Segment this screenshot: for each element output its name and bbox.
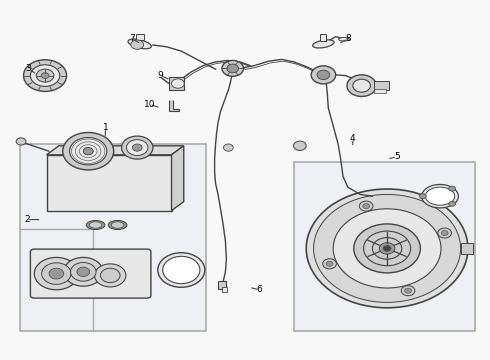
- Ellipse shape: [421, 184, 459, 208]
- Circle shape: [163, 256, 200, 284]
- Circle shape: [30, 65, 60, 86]
- Ellipse shape: [108, 220, 127, 230]
- Text: 1: 1: [102, 123, 108, 132]
- Text: 10: 10: [144, 100, 155, 109]
- Circle shape: [306, 189, 468, 308]
- Circle shape: [354, 224, 420, 273]
- Ellipse shape: [86, 220, 105, 230]
- Circle shape: [36, 69, 54, 82]
- Text: 2: 2: [24, 215, 30, 224]
- Circle shape: [449, 186, 456, 191]
- Circle shape: [401, 285, 415, 296]
- Circle shape: [405, 288, 412, 293]
- Ellipse shape: [425, 187, 455, 205]
- Circle shape: [63, 132, 114, 170]
- Circle shape: [419, 194, 426, 199]
- Circle shape: [294, 141, 306, 150]
- Circle shape: [372, 238, 402, 259]
- Circle shape: [100, 268, 120, 283]
- Text: 5: 5: [394, 152, 400, 161]
- Circle shape: [364, 231, 411, 266]
- Ellipse shape: [339, 37, 349, 41]
- Text: 4: 4: [350, 134, 356, 143]
- Bar: [222, 287, 227, 292]
- Circle shape: [326, 261, 333, 266]
- Circle shape: [132, 144, 142, 151]
- Circle shape: [64, 257, 103, 286]
- Bar: [374, 81, 389, 90]
- Circle shape: [49, 268, 64, 279]
- Circle shape: [71, 262, 96, 281]
- Bar: [461, 243, 473, 254]
- Bar: [218, 281, 226, 289]
- Circle shape: [24, 60, 67, 91]
- Polygon shape: [47, 146, 184, 155]
- Circle shape: [42, 263, 71, 284]
- Circle shape: [83, 148, 93, 155]
- FancyBboxPatch shape: [30, 249, 151, 298]
- Circle shape: [311, 66, 336, 84]
- Bar: [136, 34, 144, 40]
- Circle shape: [347, 75, 376, 96]
- Text: 8: 8: [345, 34, 351, 43]
- Circle shape: [172, 79, 184, 88]
- Circle shape: [383, 246, 391, 251]
- Text: 7: 7: [129, 34, 135, 43]
- Circle shape: [95, 264, 126, 287]
- Circle shape: [126, 140, 148, 156]
- Circle shape: [333, 209, 441, 288]
- Circle shape: [34, 257, 78, 290]
- Polygon shape: [169, 100, 179, 111]
- Circle shape: [353, 79, 370, 92]
- Circle shape: [70, 138, 107, 165]
- Ellipse shape: [128, 39, 151, 49]
- Circle shape: [323, 259, 337, 269]
- Text: 9: 9: [158, 71, 164, 80]
- Ellipse shape: [111, 222, 124, 228]
- Circle shape: [314, 194, 461, 302]
- Circle shape: [16, 138, 26, 145]
- Circle shape: [122, 136, 153, 159]
- Circle shape: [379, 243, 395, 254]
- Text: 3: 3: [25, 64, 31, 73]
- Ellipse shape: [89, 222, 102, 228]
- Ellipse shape: [313, 40, 334, 48]
- Circle shape: [158, 253, 205, 287]
- Bar: [320, 34, 326, 41]
- Circle shape: [438, 228, 451, 238]
- Circle shape: [359, 201, 373, 211]
- Bar: [169, 77, 184, 90]
- Circle shape: [223, 144, 233, 151]
- Polygon shape: [172, 146, 184, 211]
- Circle shape: [227, 64, 239, 73]
- Circle shape: [77, 267, 90, 276]
- Circle shape: [41, 73, 49, 78]
- Circle shape: [449, 201, 456, 206]
- Circle shape: [222, 60, 244, 76]
- Bar: [294, 162, 475, 331]
- Bar: [374, 89, 386, 93]
- Circle shape: [363, 204, 369, 209]
- Bar: [20, 144, 206, 331]
- Circle shape: [317, 70, 330, 80]
- FancyBboxPatch shape: [47, 155, 172, 211]
- Circle shape: [441, 230, 448, 235]
- Circle shape: [131, 40, 144, 49]
- Text: 6: 6: [257, 285, 263, 294]
